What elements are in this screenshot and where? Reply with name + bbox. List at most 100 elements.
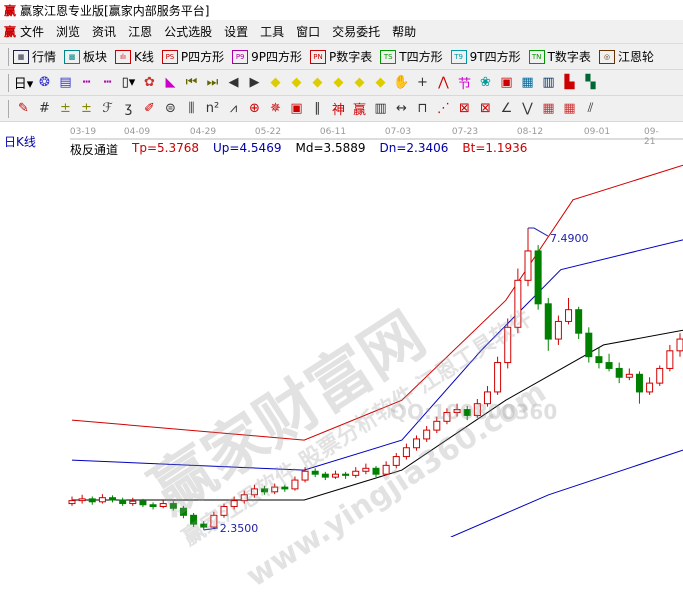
menu-item[interactable]: 窗口: [296, 25, 321, 39]
menu-item[interactable]: 公式选股: [164, 25, 213, 39]
star-icon[interactable]: ✵: [270, 101, 281, 116]
window-title: 赢家江恩专业版[赢家内部服务平台]: [20, 3, 210, 18]
ruler-icon[interactable]: ▥: [374, 101, 387, 116]
fib-icon[interactable]: ℱ: [102, 101, 113, 116]
node-icon[interactable]: 节: [457, 77, 471, 92]
toolbar-button[interactable]: ılı K线: [115, 48, 154, 65]
toolbar-button[interactable]: ◎ 江恩轮: [598, 48, 654, 65]
menu-item[interactable]: 资讯: [92, 25, 117, 39]
gold-icon[interactable]: ±: [60, 101, 71, 116]
grid2-icon[interactable]: ▦: [542, 101, 555, 116]
bars3-icon[interactable]: ┅: [82, 75, 91, 90]
target-icon[interactable]: ⊕: [249, 101, 260, 116]
gridfan-icon[interactable]: ⊠: [480, 101, 491, 116]
candle-body: [483, 391, 491, 405]
candle-body: [362, 467, 370, 472]
overlay-icon[interactable]: ❂: [39, 75, 50, 90]
channel-line: [71, 239, 683, 471]
crosshair-icon[interactable]: +: [417, 75, 428, 90]
menu-item[interactable]: 浏览: [56, 25, 81, 39]
box-icon[interactable]: ▣: [290, 101, 303, 116]
menu-item[interactable]: 帮助: [392, 25, 417, 39]
candle-body: [473, 403, 481, 416]
price-plot[interactable]: 7.4900 2.3500: [0, 125, 683, 537]
export-icon[interactable]: ▚: [585, 75, 596, 90]
candle-body: [291, 479, 299, 490]
frame-icon[interactable]: ⊓: [417, 101, 428, 116]
win-icon[interactable]: 赢: [352, 103, 366, 118]
shrink-icon[interactable]: ◆: [333, 75, 344, 90]
candle-body: [271, 486, 279, 493]
next-icon[interactable]: ▶: [249, 75, 260, 90]
toolbar-button[interactable]: TN T数字表: [528, 48, 591, 65]
last-icon[interactable]: ⏭: [206, 75, 219, 90]
toolbar-button-label: 9T四方形: [469, 50, 521, 64]
right-diamond-icon[interactable]: ◆: [291, 75, 302, 90]
date-tick: 04-09: [123, 127, 151, 137]
kline-chart[interactable]: 03-19 04-09 04-29 05-22 06-11 07-03 07-23 08-12…: [0, 125, 683, 594]
toolbar-button[interactable]: ▦ 行情: [13, 48, 56, 65]
report-icon[interactable]: ▥: [542, 75, 555, 90]
bars9-icon[interactable]: ┅: [103, 75, 112, 90]
pen-icon[interactable]: ✐: [144, 101, 155, 116]
left-diamond-icon[interactable]: ◆: [270, 75, 281, 90]
candle-body: [129, 500, 137, 505]
menu-item[interactable]: 文件: [20, 25, 45, 39]
gold2-icon[interactable]: ±: [81, 101, 92, 116]
hash-icon[interactable]: #: [39, 101, 50, 116]
circle-icon[interactable]: ⊜: [165, 101, 176, 116]
angle2-icon[interactable]: ∠: [500, 101, 513, 116]
candle-body: [524, 250, 532, 281]
candle-body: [331, 473, 339, 478]
candle-body: [402, 447, 410, 458]
menu-item[interactable]: 江恩: [128, 25, 153, 39]
flag-icon[interactable]: ◣: [165, 75, 176, 90]
candle-body: [301, 470, 309, 481]
candle-body: [534, 250, 542, 305]
pencil-icon[interactable]: ✎: [18, 101, 29, 116]
toolbar-button-label: K线: [134, 50, 154, 64]
indicator-value: Bt=1.1936: [462, 141, 528, 155]
toolbar-button[interactable]: P9 9P四方形: [232, 48, 302, 65]
notes-icon[interactable]: ▤: [59, 75, 72, 90]
menu-item[interactable]: 工具: [260, 25, 285, 39]
expand-icon[interactable]: ◆: [312, 75, 323, 90]
zoom-out-icon[interactable]: ◆: [375, 75, 386, 90]
square-icon[interactable]: n²: [205, 101, 220, 116]
channel-line: [72, 329, 683, 501]
candle-body: [159, 503, 167, 507]
menu-item[interactable]: 设置: [224, 25, 249, 39]
spiral-icon[interactable]: ʒ: [124, 101, 133, 116]
prev-icon[interactable]: ◀: [228, 75, 239, 90]
toolbar-button[interactable]: TS T四方形: [380, 48, 443, 65]
period-day-dropdown[interactable]: 日▾: [13, 77, 34, 92]
date-tick: 09-01: [583, 127, 611, 137]
toolbar-button[interactable]: ▩ 板块: [64, 48, 107, 65]
calculator-icon[interactable]: ▦: [521, 75, 534, 90]
zigzag-icon[interactable]: ⋁: [522, 101, 533, 116]
first-icon[interactable]: ⏮: [185, 75, 198, 90]
hand-icon[interactable]: ✋: [393, 75, 410, 90]
chart-icon[interactable]: ❀: [480, 75, 491, 90]
menu-item[interactable]: 交易委托: [332, 25, 381, 39]
wave-icon[interactable]: ⋀: [438, 75, 449, 90]
zoom-in-icon[interactable]: ◆: [354, 75, 365, 90]
calendar-icon[interactable]: ▣: [500, 75, 513, 90]
pattern-icon[interactable]: ✿: [144, 75, 155, 90]
toolbar-button[interactable]: PS P四方形: [161, 48, 224, 65]
candle-type-dropdown[interactable]: ▯▾: [121, 75, 136, 90]
angle-icon[interactable]: ∥: [314, 101, 321, 116]
toolbar-button[interactable]: T9 9T四方形: [450, 48, 521, 65]
fan-icon[interactable]: ⩘: [229, 101, 238, 116]
grid3-icon[interactable]: ▦: [563, 101, 576, 116]
menu-logo[interactable]: 赢: [4, 25, 17, 39]
boxfan-icon[interactable]: ⊠: [459, 101, 470, 116]
god-icon[interactable]: 神: [331, 103, 345, 118]
candle-body: [230, 500, 238, 507]
lines-icon[interactable]: ⫼: [188, 101, 195, 116]
parallel-icon[interactable]: ⫽: [587, 101, 594, 116]
measure-icon[interactable]: ↔: [396, 101, 407, 116]
rays-icon[interactable]: ⋰: [437, 101, 450, 116]
save-icon[interactable]: ▙: [564, 75, 575, 90]
toolbar-button[interactable]: PN P数字表: [310, 48, 372, 65]
